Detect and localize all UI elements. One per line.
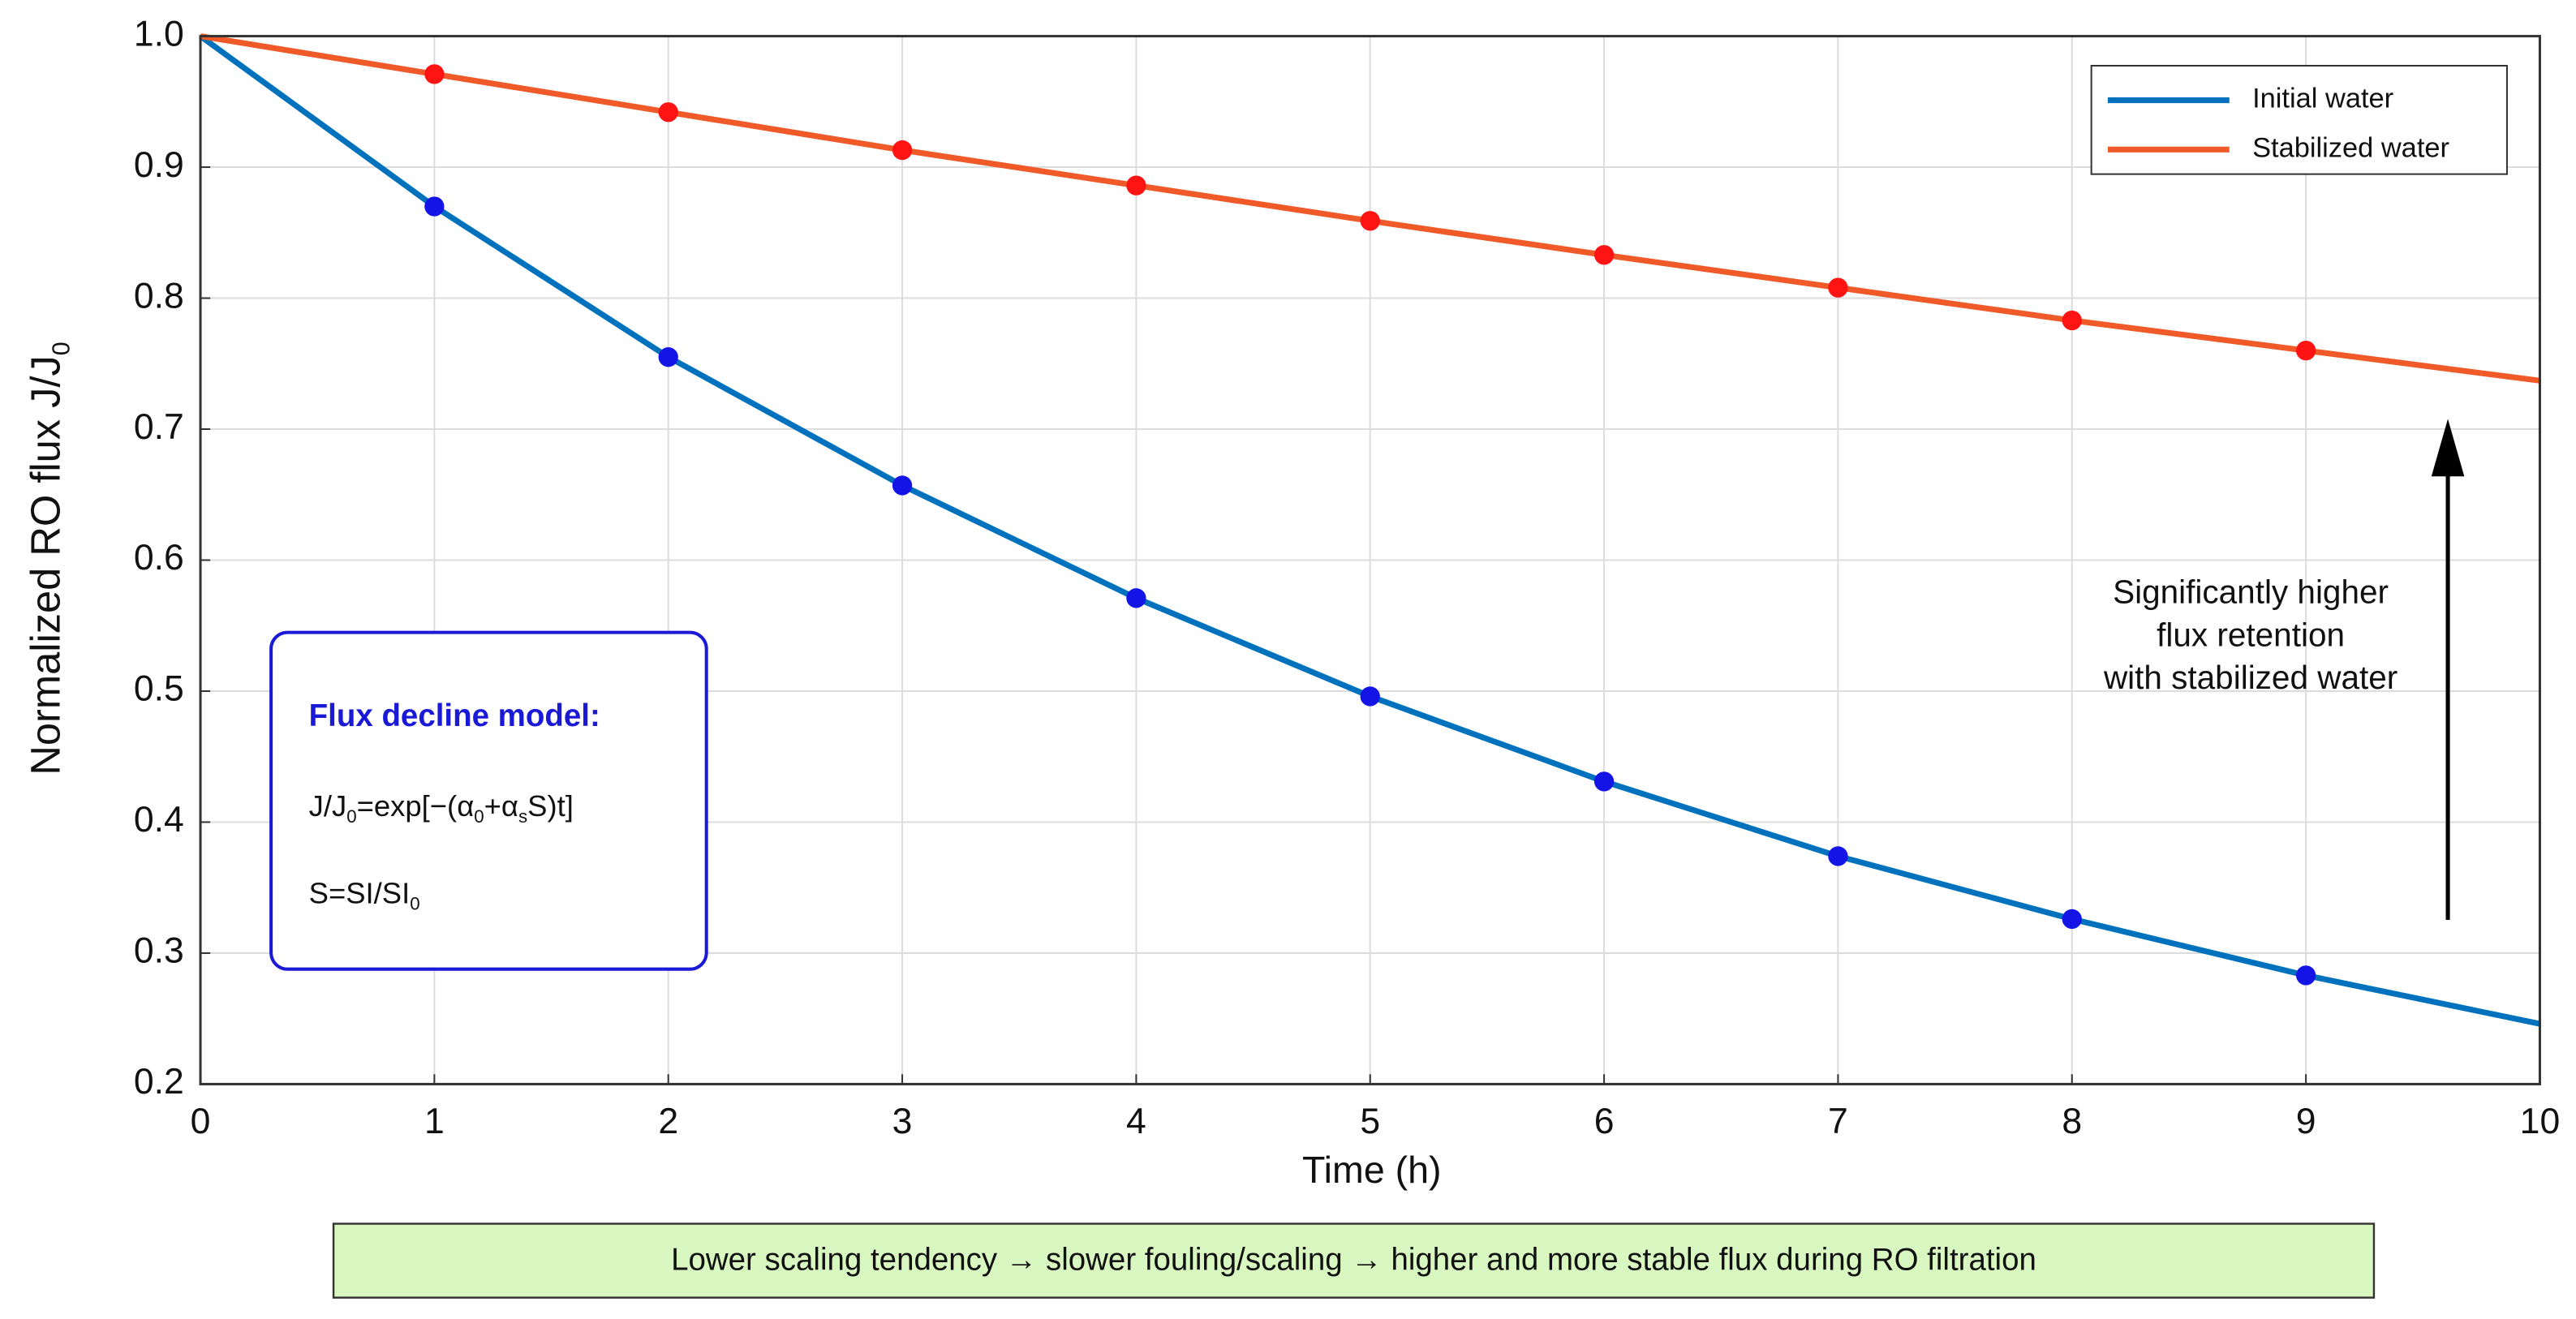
x-tick-label: 6	[1594, 1102, 1615, 1141]
ticks: 0 1 2 3 4 5 6 7 8 9 10 0.2 0.3 0.4 0.5 0.6 0.7 0.8 0.9 1.0	[134, 14, 2560, 1141]
text-part: J/J	[309, 789, 347, 823]
x-tick-label: 4	[1126, 1102, 1146, 1141]
y-tick-label: 0.9	[134, 145, 184, 185]
legend: Initial water Stabilized water	[2090, 64, 2508, 175]
data-point	[424, 64, 445, 84]
annotation-line: flux retention	[2157, 616, 2345, 653]
x-axis-label: Time (h)	[1302, 1149, 1442, 1191]
annotation-line: with stabilized water	[2103, 659, 2398, 696]
subscript: 0	[410, 894, 419, 914]
footer-box	[332, 1222, 2376, 1299]
model-box-frame	[269, 630, 708, 971]
x-tick-label: 2	[658, 1102, 678, 1141]
x-tick-label: 1	[424, 1102, 445, 1141]
x-tick-label: 10	[2520, 1102, 2561, 1141]
annotation-text: Significantly higher flux retention with s…	[2103, 574, 2398, 696]
data-point	[2062, 909, 2082, 930]
x-tick-label: 8	[2062, 1102, 2082, 1141]
data-point	[1593, 771, 1615, 792]
annotation: Significantly higher flux retention with s…	[2103, 419, 2465, 920]
y-tick-label: 1.0	[134, 14, 184, 54]
subscript: s	[518, 807, 527, 827]
text-part: +α	[484, 789, 518, 823]
text-part: S)t]	[527, 789, 574, 823]
y-tick-label: 0.5	[134, 669, 184, 709]
data-point	[1126, 588, 1146, 608]
lines	[198, 33, 2541, 1027]
y-tick-label: 0.6	[134, 538, 184, 578]
y-tick-label: 0.3	[134, 931, 184, 971]
x-tick-label: 7	[1828, 1102, 1848, 1141]
data-point	[2062, 310, 2082, 331]
data-point	[1593, 245, 1615, 265]
x-tick-label: 9	[2296, 1102, 2316, 1141]
data-point	[1828, 846, 1848, 866]
arrow-head	[2431, 419, 2465, 477]
data-point	[2295, 340, 2316, 361]
y-tick-label: 0.7	[134, 407, 184, 447]
y-axis-label-sub: 0	[48, 342, 75, 355]
data-point	[2295, 965, 2316, 986]
data-point	[424, 196, 445, 217]
x-tick-label: 3	[892, 1102, 913, 1141]
data-point	[892, 140, 913, 161]
subscript: 0	[346, 807, 356, 827]
legend-box	[2090, 64, 2508, 175]
legend-label: Stabilized water	[2252, 132, 2449, 163]
x-tick-label: 0	[191, 1102, 211, 1141]
y-tick-label: 0.4	[134, 800, 184, 840]
data-point	[658, 102, 678, 122]
data-point	[892, 475, 913, 496]
data-point	[1360, 686, 1380, 707]
data-point	[1828, 277, 1848, 298]
data-point	[1360, 211, 1380, 231]
data-point	[658, 347, 678, 367]
y-tick-label: 0.2	[134, 1062, 184, 1102]
subscript: 0	[474, 807, 484, 827]
model-title: Flux decline model:	[309, 698, 600, 733]
legend-label: Initial water	[2252, 84, 2393, 114]
footer-text: Lower scaling tendency → slower fouling/…	[671, 1242, 2036, 1277]
y-tick-label: 0.8	[134, 276, 184, 316]
y-axis-label-main: Normalized RO flux J/J	[23, 355, 69, 775]
annotation-line: Significantly higher	[2113, 574, 2389, 611]
legend-items: Initial water Stabilized water	[2107, 84, 2449, 163]
text-part: S=SI/SI	[309, 876, 411, 909]
text-part: =exp[−(α	[357, 789, 475, 823]
model-equation: J/J0=exp[−(α0+αsS)t]	[309, 789, 574, 827]
model-definition: S=SI/SI0	[309, 876, 420, 914]
data-point	[1126, 175, 1146, 195]
y-axis-label: Normalized RO flux J/J0	[23, 342, 75, 775]
model-box: Flux decline model: J/J0=exp[−(α0+αsS)t]…	[269, 630, 708, 971]
x-tick-label: 5	[1360, 1102, 1380, 1141]
